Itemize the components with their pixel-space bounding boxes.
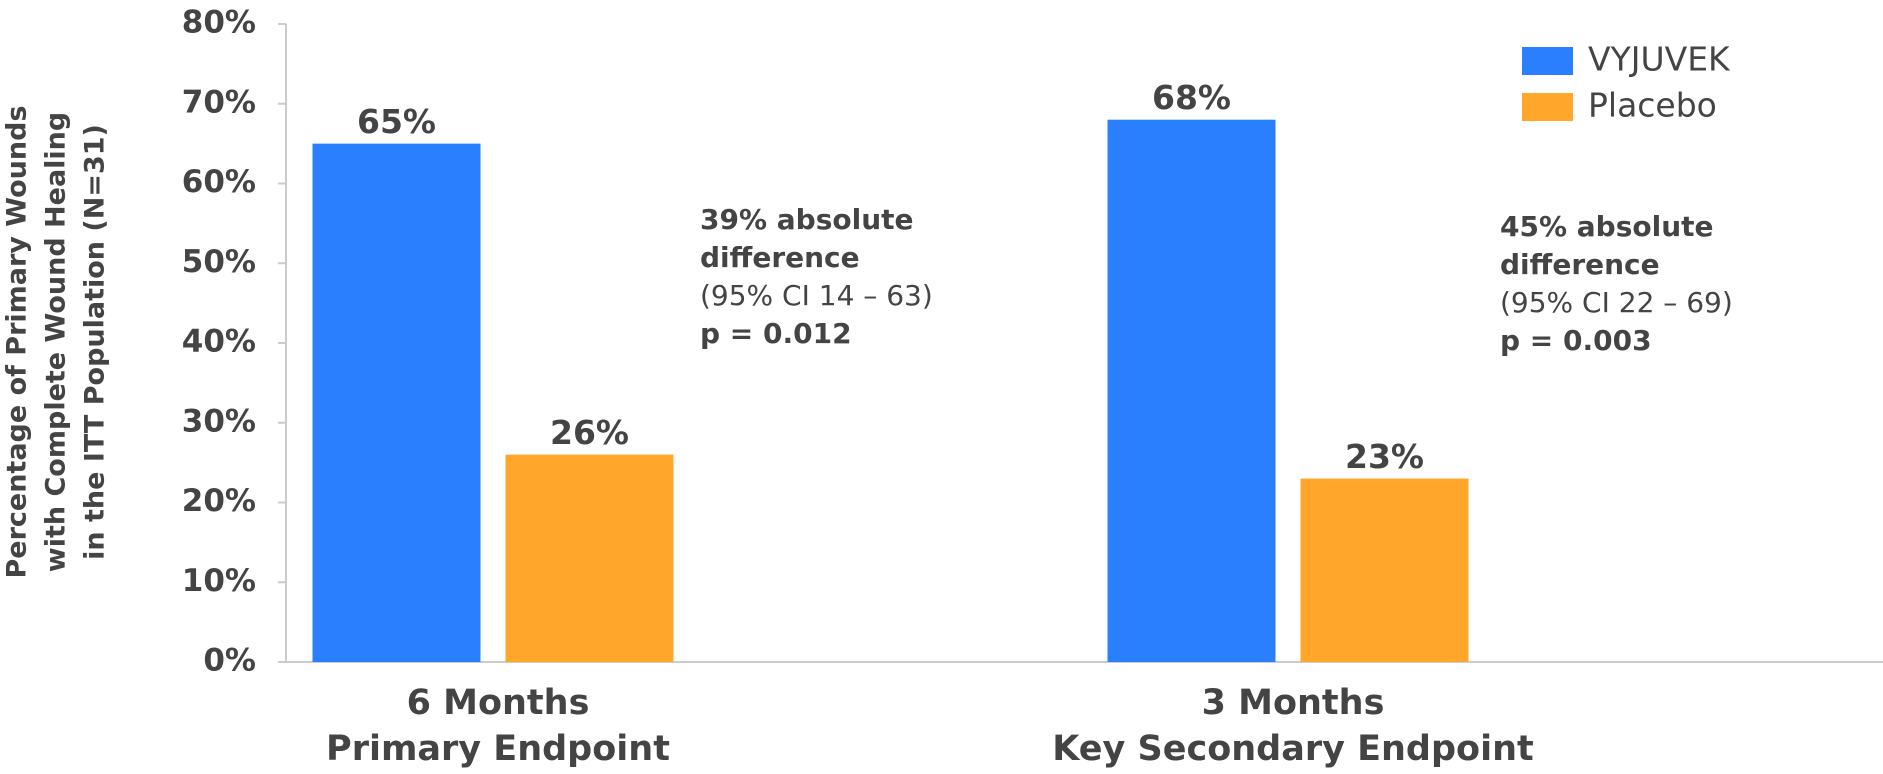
y-axis-label: with Complete Wound Healing	[41, 112, 72, 572]
legend-swatch	[1522, 93, 1573, 121]
y-tick-label: 80%	[182, 5, 256, 41]
y-tick-label: 50%	[182, 244, 256, 280]
annotation: (95% CI 14 – 63)	[700, 279, 933, 312]
bar	[505, 454, 674, 662]
bar	[312, 143, 481, 662]
annotation: (95% CI 22 – 69)	[1500, 286, 1733, 319]
value-label: 68%	[1152, 78, 1231, 117]
value-label: 23%	[1345, 437, 1424, 476]
annotation: difference	[700, 241, 860, 274]
annotation: p = 0.012	[700, 317, 852, 350]
value-label: 26%	[550, 413, 629, 452]
bar	[1300, 478, 1469, 662]
legend-label: Placebo	[1588, 86, 1717, 125]
y-tick-label: 20%	[182, 483, 256, 519]
y-tick-label: 70%	[182, 84, 256, 120]
value-label: 65%	[357, 102, 436, 141]
legend-swatch	[1522, 47, 1573, 75]
x-tick-label: Key Secondary Endpoint	[1052, 729, 1533, 769]
y-tick-label: 10%	[182, 563, 256, 599]
annotation: difference	[1500, 248, 1660, 281]
x-tick-label: 3 Months	[1202, 683, 1385, 723]
x-tick-label: 6 Months	[407, 683, 590, 723]
y-axis-label: in the ITT Population (N=31)	[80, 124, 111, 560]
annotation: 45% absolute	[1500, 210, 1714, 243]
y-tick-label: 60%	[182, 164, 256, 200]
y-axis-label: Percentage of Primary Wounds	[2, 105, 33, 578]
y-tick-label: 0%	[203, 643, 256, 679]
x-tick-label: Primary Endpoint	[326, 729, 670, 769]
bar	[1107, 119, 1276, 662]
y-tick-label: 40%	[182, 324, 256, 360]
legend-label: VYJUVEK	[1588, 40, 1731, 79]
annotation: p = 0.003	[1500, 324, 1652, 357]
annotation: 39% absolute	[700, 203, 914, 236]
y-tick-label: 30%	[182, 403, 256, 439]
